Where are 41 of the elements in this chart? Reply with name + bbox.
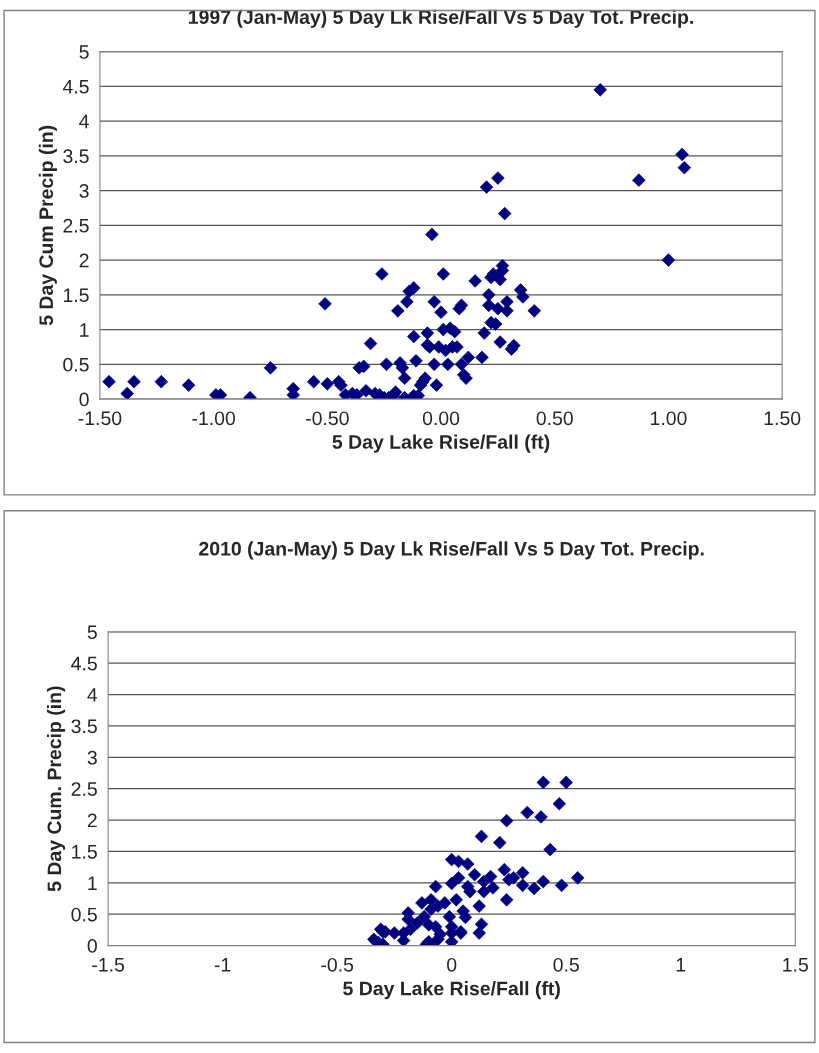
chart-title: 2010 (Jan-May) 5 Day Lk Rise/Fall Vs 5 Day Tot. Precip.	[199, 541, 704, 560]
x-tick-label: -1.50	[78, 411, 122, 426]
x-tick-label: 0	[447, 957, 457, 972]
y-tick-label: 0.5	[71, 907, 97, 922]
y-axis-title: 5 Day Cum. Precip (in)	[46, 686, 66, 892]
y-tick-label: 1.5	[72, 845, 97, 859]
y-tick-label: 0	[79, 392, 89, 407]
y-axis-title: 5 Day Cum Precip (in)	[38, 125, 57, 326]
x-tick-label: 1	[676, 958, 686, 972]
x-tick-label: -0.5	[321, 957, 354, 972]
y-tick-label: 4	[79, 114, 89, 129]
x-tick-label: 0.50	[536, 411, 573, 426]
y-tick-label: 1	[88, 876, 97, 890]
y-tick-label: 2.5	[71, 782, 97, 796]
x-axis-title: 5 Day Lake Rise/Fall (ft)	[332, 434, 550, 453]
x-tick-label: -0.50	[306, 411, 349, 426]
y-tick-label: 0.5	[63, 357, 89, 372]
x-tick-label: 0.00	[422, 411, 460, 426]
y-tick-label: 3	[79, 184, 89, 198]
x-tick-label: -1.5	[92, 958, 125, 972]
x-tick-label: 0.5	[553, 957, 579, 972]
y-tick-label: 1	[80, 323, 89, 337]
y-tick-label: 5	[79, 45, 89, 59]
y-tick-label: 5	[87, 625, 97, 640]
x-tick-label: 1.5	[783, 958, 808, 972]
x-axis-title: 5 Day Lake Rise/Fall (ft)	[343, 981, 560, 1000]
x-tick-label: 1.50	[764, 411, 801, 426]
y-tick-label: 1.5	[63, 288, 89, 303]
x-tick-label: -1	[214, 958, 231, 972]
y-tick-label: 4.5	[71, 656, 97, 671]
y-tick-label: 2.5	[63, 218, 89, 233]
y-tick-label: 4	[87, 688, 98, 702]
y-tick-label: 4.5	[62, 80, 89, 94]
y-tick-label: 2	[79, 253, 89, 268]
y-tick-label: 2	[87, 813, 97, 828]
x-tick-label: -1.00	[192, 411, 236, 426]
x-tick-label: 1.00	[651, 411, 687, 426]
y-tick-label: 3	[87, 750, 97, 765]
y-tick-label: 0	[87, 939, 97, 953]
y-tick-label: 3.5	[63, 149, 89, 164]
y-tick-label: 3.5	[71, 719, 97, 734]
